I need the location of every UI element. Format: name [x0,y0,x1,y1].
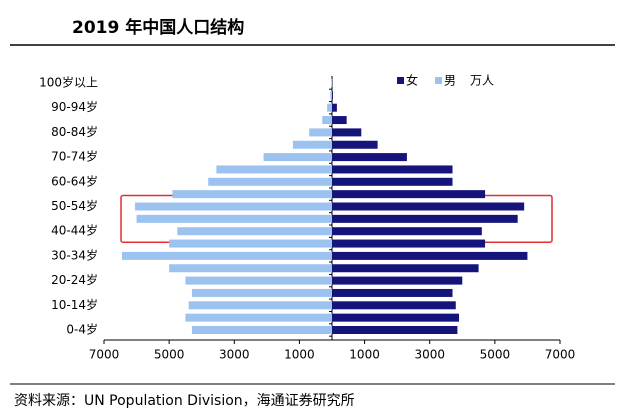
y-tick-label: 30-34岁 [51,247,98,262]
x-tick-label: 7000 [545,348,576,362]
bar [169,264,332,272]
x-tick-label: 7000 [89,348,120,362]
bar [332,227,482,235]
bar [332,178,453,186]
y-tick-label: 60-64岁 [51,173,98,188]
bar [137,215,332,223]
y-tick-label: 20-24岁 [51,272,98,287]
y-tick-label: 10-14岁 [51,297,98,312]
bar [332,215,518,223]
bar [332,289,453,297]
bar [169,240,332,248]
x-tick-label: 3000 [219,348,250,362]
unit: 万人 [470,74,494,88]
bar [332,301,456,309]
bar [293,141,332,149]
bar [332,165,453,173]
x-tick-label: 1000 [284,348,315,362]
x-tick-label: 5000 [480,348,511,362]
bar [172,190,332,198]
legend-label: 男 [444,74,456,88]
bar [332,104,337,112]
x-tick-label: 5000 [154,348,185,362]
bar [332,141,378,149]
bar [331,79,332,87]
bar [332,264,479,272]
bar [208,178,332,186]
bar [216,165,332,173]
y-tick-label: 50-54岁 [51,198,98,213]
bar [332,277,462,285]
y-tick-label: 80-84岁 [51,124,98,139]
bar [332,326,457,334]
chart-title: 2019 年中国人口结构 [72,17,244,38]
bar [332,116,347,124]
bar [192,326,332,334]
bar [332,91,333,99]
source: 资料来源：UN Population Division，海通证券研究所 [14,393,355,409]
legend-swatch [435,77,442,84]
bar [135,203,332,211]
x-tick-label: 1000 [349,348,380,362]
bar [177,227,332,235]
bar [332,203,524,211]
bar [327,104,332,112]
bar [332,314,459,322]
legend-label: 女 [406,73,418,88]
bar [332,240,485,248]
bar [332,252,527,260]
bar [330,91,332,99]
bar [332,153,407,161]
bar [332,190,485,198]
bar [309,128,332,136]
y-tick-label: 100岁以上 [39,75,98,90]
y-tick-label: 70-74岁 [51,149,98,164]
y-tick-label: 90-94岁 [51,99,98,114]
bar [322,116,332,124]
bar [185,314,332,322]
x-tick-label: 3000 [414,348,445,362]
bar [264,153,332,161]
bar [192,289,332,297]
bar [122,252,332,260]
legend-swatch [397,77,404,84]
bar [185,277,332,285]
y-tick-label: 40-44岁 [51,223,98,238]
bar [332,128,361,136]
y-tick-label: 0-4岁 [66,322,98,337]
bar [189,301,332,309]
